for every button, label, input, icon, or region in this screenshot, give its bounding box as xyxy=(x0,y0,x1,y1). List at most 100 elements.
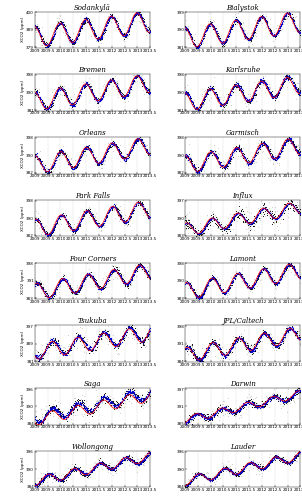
Point xyxy=(34,86,39,94)
Point xyxy=(111,202,115,210)
Point xyxy=(91,26,95,34)
Point xyxy=(268,336,273,344)
Point xyxy=(209,147,214,155)
Point xyxy=(42,163,47,171)
Point xyxy=(33,23,38,31)
Point xyxy=(224,222,229,230)
Point xyxy=(187,413,192,421)
Point xyxy=(204,474,209,482)
Point xyxy=(59,85,64,93)
Point xyxy=(128,388,133,396)
Point xyxy=(269,92,274,100)
Point xyxy=(208,147,213,155)
Point xyxy=(187,476,192,484)
Point xyxy=(245,281,249,289)
Point xyxy=(298,450,302,458)
Point xyxy=(51,34,56,42)
Point xyxy=(39,282,43,290)
Point xyxy=(219,348,224,356)
Point xyxy=(104,212,109,220)
Point xyxy=(38,159,43,167)
Point xyxy=(116,86,121,94)
Point xyxy=(293,392,298,400)
Point xyxy=(82,404,87,411)
Point xyxy=(257,401,262,409)
Point xyxy=(253,214,258,222)
Point xyxy=(56,344,61,351)
Point xyxy=(126,32,130,40)
Point xyxy=(215,409,220,417)
Point xyxy=(283,393,288,401)
Point xyxy=(145,330,150,338)
Point xyxy=(134,264,139,272)
Point xyxy=(282,265,287,273)
Point xyxy=(146,390,151,398)
Point xyxy=(194,356,199,364)
Point xyxy=(70,338,75,345)
Point xyxy=(38,356,43,364)
Point xyxy=(90,272,95,280)
Point xyxy=(241,90,246,98)
Point xyxy=(97,159,102,167)
Point xyxy=(56,22,61,30)
Point xyxy=(280,79,285,87)
Point xyxy=(126,97,130,105)
Point xyxy=(191,162,196,170)
Point xyxy=(54,16,59,24)
Point xyxy=(146,392,150,400)
Point xyxy=(211,338,216,346)
Point xyxy=(33,481,38,489)
Point xyxy=(251,402,255,409)
Point xyxy=(281,458,286,466)
Point xyxy=(111,140,116,148)
Point xyxy=(118,213,123,221)
Point xyxy=(297,335,302,343)
Point xyxy=(85,14,90,22)
Point xyxy=(258,206,263,214)
Point xyxy=(97,158,101,166)
Point xyxy=(123,219,128,227)
Point xyxy=(147,213,152,221)
Point xyxy=(101,284,106,292)
Point xyxy=(96,97,101,105)
Y-axis label: XCO2 (ppm): XCO2 (ppm) xyxy=(21,206,25,231)
Point xyxy=(136,136,141,144)
Point xyxy=(147,213,152,221)
Point xyxy=(140,139,145,147)
Point xyxy=(187,280,192,288)
Point xyxy=(201,96,206,104)
Point xyxy=(109,268,114,276)
Point xyxy=(32,20,37,28)
Point xyxy=(93,277,98,285)
Point xyxy=(71,290,76,298)
Point xyxy=(34,480,39,488)
Point xyxy=(100,35,104,43)
Point xyxy=(104,278,109,285)
Point xyxy=(55,340,60,348)
Point xyxy=(231,336,236,344)
Point xyxy=(35,280,40,288)
Point xyxy=(37,354,42,362)
Point xyxy=(114,264,119,272)
Point xyxy=(248,220,253,228)
Point xyxy=(56,410,61,418)
Point xyxy=(196,353,201,361)
Point xyxy=(277,86,281,94)
Point xyxy=(49,402,53,410)
Point xyxy=(77,91,82,99)
Point xyxy=(116,402,120,409)
Point xyxy=(104,148,109,156)
Point xyxy=(229,214,234,222)
Point xyxy=(84,78,89,86)
Point xyxy=(264,331,268,339)
Point xyxy=(264,204,269,212)
Point xyxy=(223,166,227,173)
Point xyxy=(260,464,265,472)
Point xyxy=(123,157,128,165)
Point xyxy=(222,288,226,296)
Point xyxy=(266,24,271,32)
Point xyxy=(217,405,222,413)
Point xyxy=(206,220,210,228)
Point xyxy=(41,100,46,108)
Point xyxy=(94,280,98,287)
